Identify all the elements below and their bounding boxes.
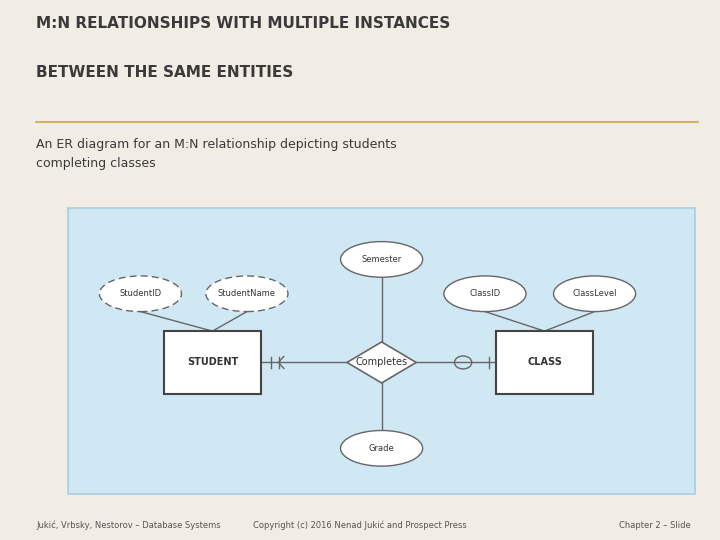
Text: Semester: Semester [361, 255, 402, 264]
Text: Jukić, Vrbsky, Nestorov – Database Systems: Jukić, Vrbsky, Nestorov – Database Syste… [36, 521, 220, 530]
Text: StudentID: StudentID [120, 289, 161, 298]
Text: Copyright (c) 2016 Nenad Jukić and Prospect Press: Copyright (c) 2016 Nenad Jukić and Prosp… [253, 521, 467, 530]
FancyBboxPatch shape [495, 331, 593, 394]
Polygon shape [347, 342, 416, 383]
Text: StudentName: StudentName [218, 289, 276, 298]
Text: Completes: Completes [356, 357, 408, 367]
Text: Grade: Grade [369, 444, 395, 453]
Text: M:N RELATIONSHIPS WITH MULTIPLE INSTANCES: M:N RELATIONSHIPS WITH MULTIPLE INSTANCE… [36, 16, 450, 31]
FancyBboxPatch shape [163, 331, 261, 394]
Ellipse shape [444, 276, 526, 312]
FancyBboxPatch shape [68, 208, 695, 494]
Text: CLASS: CLASS [527, 357, 562, 367]
Text: BETWEEN THE SAME ENTITIES: BETWEEN THE SAME ENTITIES [36, 65, 293, 80]
Text: Chapter 2 – Slide: Chapter 2 – Slide [619, 521, 691, 530]
Text: STUDENT: STUDENT [187, 357, 238, 367]
Ellipse shape [554, 276, 636, 312]
Ellipse shape [341, 241, 423, 277]
Ellipse shape [341, 430, 423, 466]
Text: ClassLevel: ClassLevel [572, 289, 617, 298]
Text: ClassID: ClassID [469, 289, 500, 298]
Text: An ER diagram for an M:N relationship depicting students
completing classes: An ER diagram for an M:N relationship de… [36, 138, 397, 170]
Ellipse shape [206, 276, 288, 312]
Ellipse shape [99, 276, 181, 312]
